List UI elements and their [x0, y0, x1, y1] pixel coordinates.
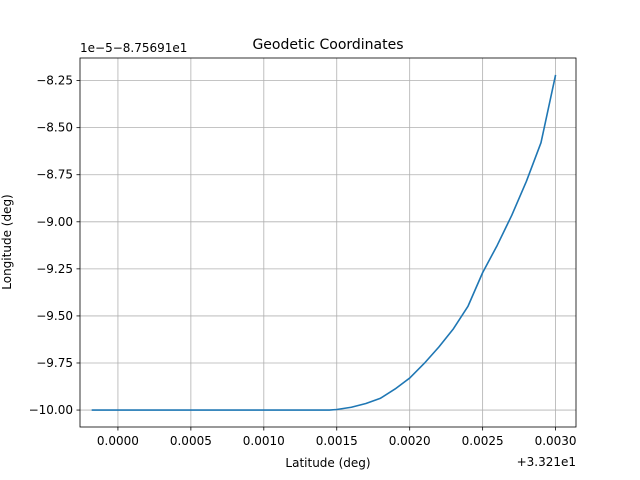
x-axis-label: Latitude (deg) [285, 456, 370, 470]
x-tick-label: 0.0000 [97, 434, 139, 448]
y-tick-label: −9.50 [36, 309, 73, 323]
chart-title: Geodetic Coordinates [252, 37, 403, 53]
y-tick-label: −9.25 [36, 262, 73, 276]
plot-frame [79, 57, 577, 428]
y-tick-label: −8.50 [36, 121, 73, 135]
x-offset-label: +3.321e1 [517, 455, 576, 469]
y-tick-label: −8.75 [36, 168, 73, 182]
x-tick-label: 0.0015 [316, 434, 358, 448]
x-tick-label: 0.0030 [535, 434, 577, 448]
y-offset-label: 1e−5−8.75691e1 [80, 41, 187, 55]
x-tick-label: 0.0010 [243, 434, 285, 448]
x-tick-label: 0.0005 [170, 434, 212, 448]
series-layer [91, 74, 557, 411]
x-tick-label: 0.0025 [462, 434, 504, 448]
series-line [91, 74, 557, 411]
x-tick-label: 0.0020 [389, 434, 431, 448]
ticks: 0.0000 0.0005 0.0010 0.0015 0.0020 0.0025 0.00… [29, 74, 577, 448]
y-tick-label: −8.25 [36, 74, 73, 88]
y-tick-label: −10.00 [29, 403, 73, 417]
y-tick-label: −9.75 [36, 356, 73, 370]
y-tick-label: −9.00 [36, 215, 73, 229]
grid [80, 58, 576, 427]
y-axis-label: Longitude (deg) [0, 194, 14, 289]
